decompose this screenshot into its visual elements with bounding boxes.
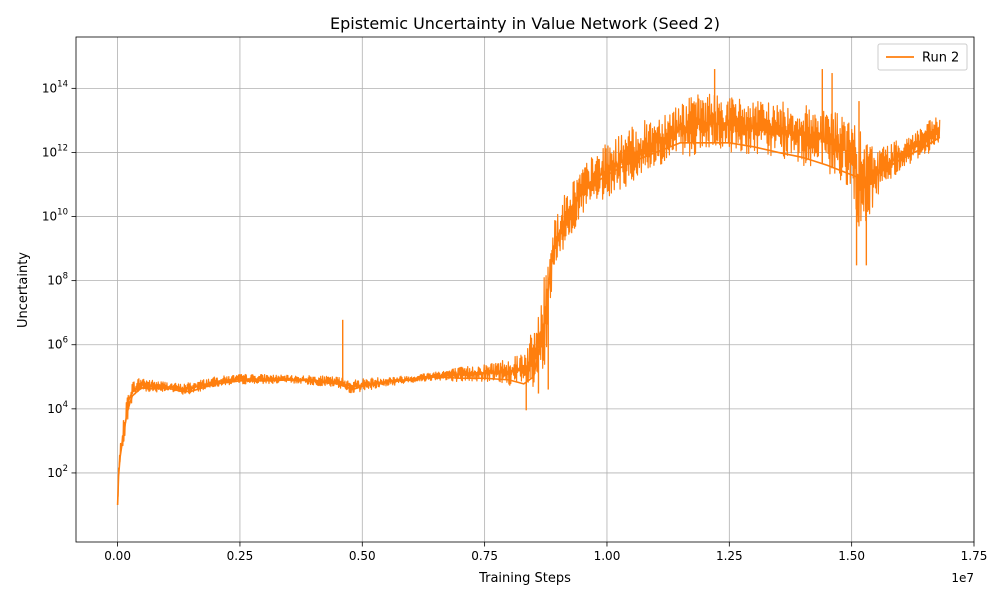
plot-frame — [75, 36, 975, 543]
y-tick-label: 1010 — [42, 208, 68, 224]
y-axis: 102 104 106 108 1010 1012 1014 — [42, 79, 76, 480]
y-tick-label: 1012 — [42, 143, 68, 159]
series-line — [116, 136, 941, 506]
y-tick-label: 104 — [47, 400, 68, 416]
y-tick-label: 102 — [47, 464, 68, 480]
legend: Run 2 — [877, 43, 968, 71]
y-tick-label: 1014 — [42, 79, 68, 95]
x-axis-offset-label: 1e7 — [951, 571, 974, 585]
y-tick-label: 108 — [47, 272, 68, 288]
x-tick-label: 0.00 — [104, 549, 131, 563]
y-tick-label: 106 — [47, 336, 68, 352]
series-layer — [116, 69, 941, 506]
grid — [76, 37, 975, 542]
x-tick-label: 1.25 — [716, 549, 743, 563]
y-axis-label: Uncertainty — [16, 252, 31, 328]
x-axis-label: Training Steps — [478, 571, 571, 586]
legend-label: Run 2 — [922, 51, 959, 66]
x-tick-label: 0.50 — [349, 549, 376, 563]
x-tick-label: 0.25 — [227, 549, 254, 563]
x-tick-label: 1.50 — [838, 549, 865, 563]
legend-box — [877, 43, 968, 71]
x-tick-label: 1.00 — [594, 549, 621, 563]
chart-title: Epistemic Uncertainty in Value Network (… — [330, 14, 720, 33]
x-tick-label: 1.75 — [961, 549, 988, 563]
x-axis: 0.00 0.25 0.50 0.75 1.00 1.25 1.50 1.75 — [104, 542, 987, 563]
x-tick-label: 0.75 — [471, 549, 498, 563]
series-band — [117, 93, 941, 500]
